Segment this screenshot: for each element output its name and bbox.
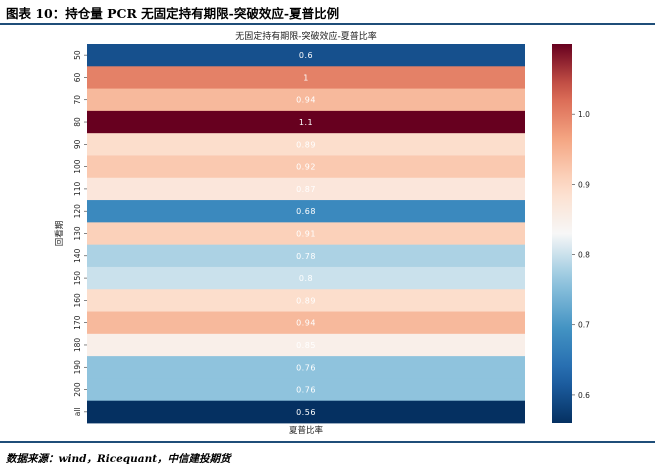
cell-value-label: 1.1 [299, 118, 313, 127]
colorbar-tick-label: 0.6 [578, 391, 590, 400]
y-tick-label: 190 [73, 360, 82, 375]
heatmap-cell [87, 333, 525, 357]
y-tick-label: 130 [73, 226, 82, 241]
cell-value-label: 0.8 [299, 274, 313, 283]
y-tick-label: 150 [73, 271, 82, 286]
colorbar-tick-label: 0.7 [578, 321, 590, 330]
colorbar-tick-label: 0.9 [578, 180, 590, 189]
heatmap-cell [87, 133, 525, 156]
y-tick-label: 80 [73, 117, 82, 127]
cell-value-label: 0.85 [296, 341, 316, 350]
y-tick-label: 120 [73, 204, 82, 219]
data-source-note: 数据来源：wind，Ricequant，中信建投期货 [6, 453, 231, 465]
cell-value-label: 0.89 [296, 296, 316, 305]
y-tick-label: all [73, 407, 82, 416]
y-tick-label: 90 [73, 139, 82, 149]
colorbar-ticks: 0.6 0.7 0.8 0.9 1.0 [572, 110, 590, 400]
heatmap-cell [87, 266, 525, 290]
heatmap-cell [87, 222, 525, 246]
colorbar-tick-label: 0.8 [578, 251, 590, 260]
heatmap-cell [87, 66, 525, 89]
cell-value-label: 0.94 [296, 96, 316, 105]
header-rule [0, 23, 655, 25]
cell-value-label: 0.76 [296, 363, 316, 372]
heatmap-cell [87, 289, 525, 312]
heatmap-cell [87, 356, 525, 379]
heatmap-cell [87, 177, 525, 201]
y-tick-label: 100 [73, 159, 82, 174]
heatmap-cells: 0.6 1 0.94 1.1 0.89 0.92 0.87 0.68 0.91 0.78 0.8 0.… [87, 44, 525, 424]
cell-value-label: 0.6 [299, 51, 313, 60]
heatmap-cell [87, 110, 525, 134]
y-tick-labels: 50 60 70 80 90 100 110 120 130 140 150 160 170 180 190… [73, 50, 87, 416]
cell-value-label: 0.76 [296, 386, 316, 395]
heatmap-chart: 无固定持有期限-突破效应-夏普比率 0.6 1 0.94 1.1 0.89 0.92 0.8… [54, 30, 590, 436]
heatmap-cell [87, 378, 525, 402]
heatmap-cell [87, 44, 525, 67]
heatmap-cell [87, 311, 525, 335]
y-tick-label: 140 [73, 248, 82, 263]
heatmap-cell [87, 244, 525, 268]
y-tick-label: 160 [73, 293, 82, 308]
colorbar-tick-label: 1.0 [578, 110, 590, 119]
y-tick-label: 60 [73, 72, 82, 82]
y-axis-title: 回看期 [54, 221, 65, 247]
heatmap-cell [87, 155, 525, 179]
cell-value-label: 0.89 [296, 140, 316, 149]
cell-value-label: 0.92 [296, 163, 316, 172]
cell-value-label: 0.91 [296, 230, 316, 239]
heatmap-cell [87, 88, 525, 112]
heatmap-cell [87, 200, 525, 223]
colorbar [552, 44, 572, 423]
cell-value-label: 0.87 [296, 185, 316, 194]
figure-caption: 图表 10：持仓量 PCR 无固定持有期限-突破效应-夏普比例 [6, 6, 340, 21]
chart-title: 无固定持有期限-突破效应-夏普比率 [235, 30, 377, 42]
y-tick-label: 50 [73, 50, 82, 60]
cell-value-label: 0.68 [296, 207, 316, 216]
x-axis-title: 夏普比率 [289, 425, 324, 436]
y-tick-label: 180 [73, 338, 82, 353]
heatmap-cell [87, 400, 525, 424]
y-tick-label: 200 [73, 382, 82, 397]
cell-value-label: 0.56 [296, 408, 316, 417]
cell-value-label: 1 [303, 73, 309, 82]
cell-value-label: 0.94 [296, 319, 316, 328]
footer-rule [0, 441, 655, 443]
y-tick-label: 110 [73, 182, 82, 197]
y-tick-label: 170 [73, 315, 82, 330]
y-tick-label: 70 [73, 95, 82, 105]
cell-value-label: 0.78 [296, 252, 316, 261]
